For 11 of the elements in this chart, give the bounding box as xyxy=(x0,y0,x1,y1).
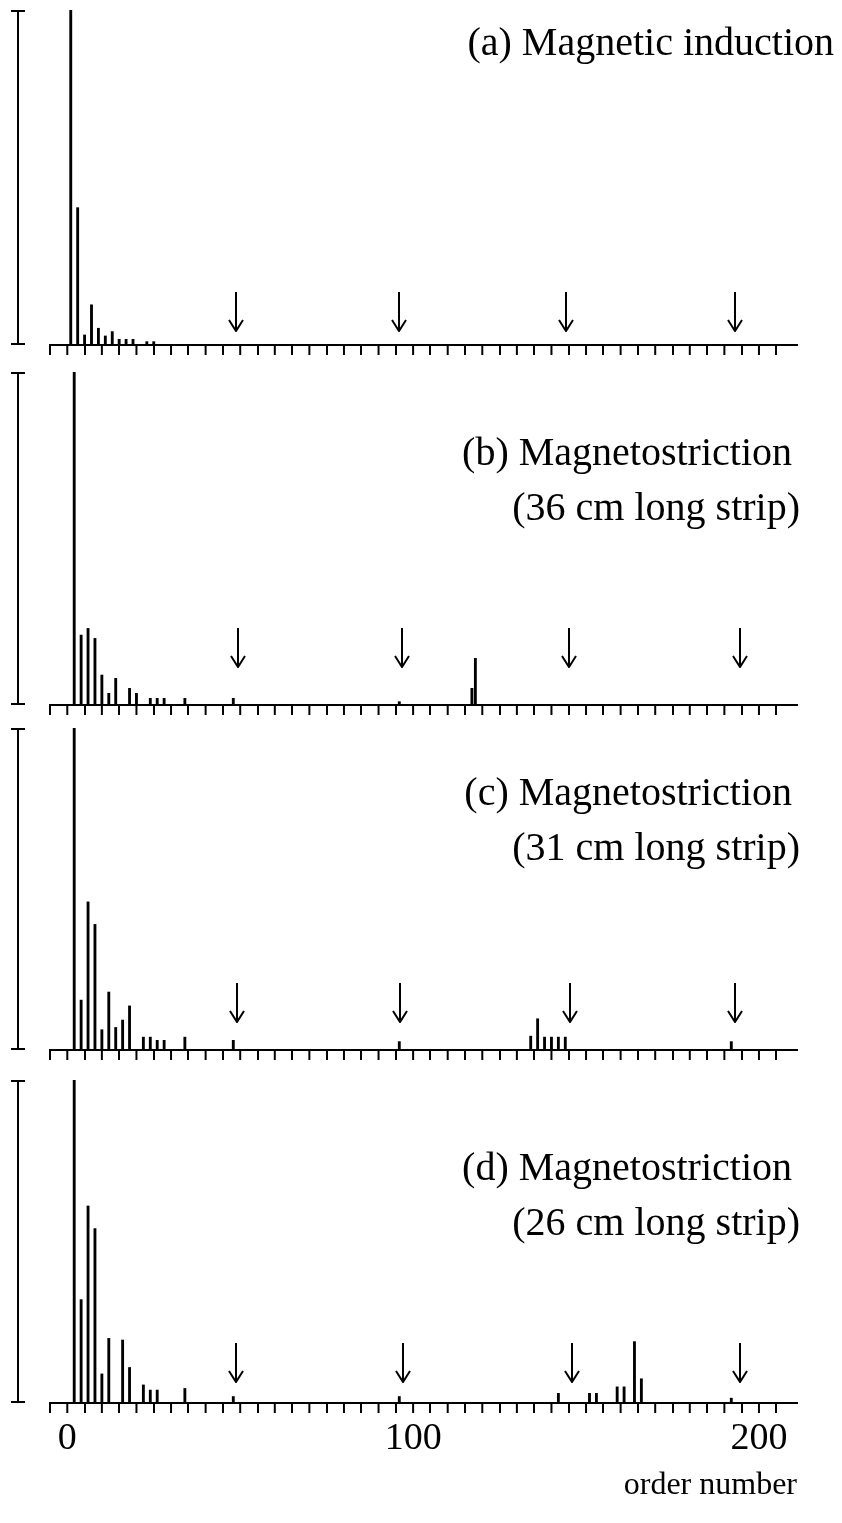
x-axis-title: order number xyxy=(623,1465,798,1502)
text: (31 cm long strip) xyxy=(512,824,800,869)
x-tick-label: 100 xyxy=(384,1414,442,1457)
text: (c) Magnetostriction xyxy=(464,769,792,814)
text: (36 cm long strip) xyxy=(512,484,800,529)
text: (b) Magnetostriction xyxy=(462,429,792,474)
x-tick-label: 200 xyxy=(730,1414,788,1457)
text: (d) Magnetostriction xyxy=(462,1144,792,1189)
chart-title: (a) Magnetic induction xyxy=(467,19,834,64)
text: (26 cm long strip) xyxy=(512,1199,800,1244)
x-tick-label: 0 xyxy=(57,1414,77,1457)
